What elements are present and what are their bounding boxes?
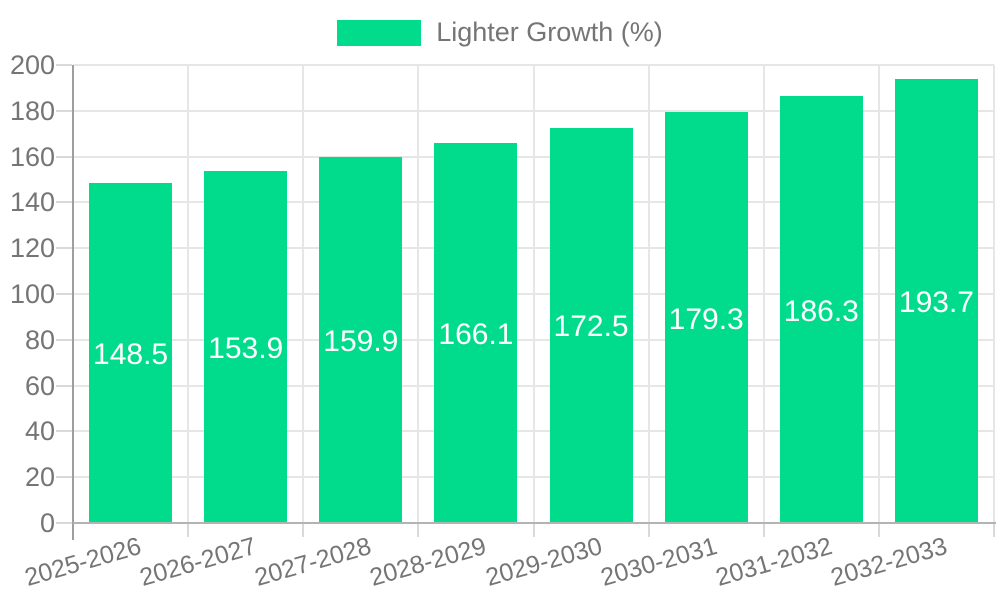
y-axis-tick xyxy=(56,155,72,158)
x-axis-tick xyxy=(993,523,995,537)
bar-value-label: 153.9 xyxy=(208,331,284,365)
x-tick-label: 2026-2027 xyxy=(136,532,260,592)
bar-value-label: 172.5 xyxy=(553,310,629,344)
y-axis-tick xyxy=(56,384,72,387)
bar[interactable] xyxy=(779,96,863,522)
x-tick-label: 2032-2033 xyxy=(827,532,951,592)
bar-value-label: 179.3 xyxy=(668,302,744,336)
x-tick-label: 2025-2026 xyxy=(21,532,145,592)
bar[interactable] xyxy=(434,142,518,522)
bar[interactable] xyxy=(549,127,633,522)
y-axis-tick xyxy=(56,201,72,204)
x-tick-label: 2028-2029 xyxy=(367,532,490,592)
x-tick-label: 2031-2032 xyxy=(712,532,836,592)
gridline-vertical xyxy=(302,65,305,523)
y-axis-line xyxy=(72,65,74,540)
gridline-vertical xyxy=(762,65,765,523)
legend[interactable]: Lighter Growth (%) xyxy=(0,17,1000,48)
bar[interactable] xyxy=(664,112,748,522)
y-tick-label: 140 xyxy=(9,187,55,218)
gridline-vertical xyxy=(647,65,650,523)
gridline-vertical xyxy=(993,65,995,523)
y-tick-label: 60 xyxy=(24,370,55,401)
x-axis-tick xyxy=(187,523,190,537)
y-axis-tick xyxy=(56,247,72,250)
bar-value-label: 159.9 xyxy=(323,324,399,358)
y-axis-tick xyxy=(56,338,72,341)
y-axis-tick xyxy=(56,64,72,66)
y-tick-label: 80 xyxy=(24,324,55,355)
y-axis-tick xyxy=(56,430,72,433)
x-axis-tick xyxy=(532,523,535,537)
x-axis-tick xyxy=(647,523,650,537)
y-axis-tick xyxy=(56,109,72,112)
bar-value-label: 166.1 xyxy=(438,317,514,351)
x-tick-label: 2029-2030 xyxy=(482,532,605,592)
x-axis-line xyxy=(73,522,996,524)
y-tick-label: 200 xyxy=(9,50,55,80)
y-tick-label: 120 xyxy=(9,233,55,264)
y-tick-label: 180 xyxy=(9,95,55,126)
gridline-vertical xyxy=(417,65,420,523)
gridline-vertical xyxy=(877,65,880,523)
bar[interactable] xyxy=(319,156,403,522)
x-tick-label: 2030-2031 xyxy=(597,532,720,592)
bar[interactable] xyxy=(204,170,288,522)
y-axis-tick xyxy=(56,476,72,479)
x-axis-tick xyxy=(417,523,420,537)
x-axis-tick xyxy=(877,523,880,537)
y-tick-label: 100 xyxy=(9,279,55,309)
bar[interactable] xyxy=(894,79,978,522)
gridline-vertical xyxy=(532,65,535,523)
y-tick-label: 40 xyxy=(24,416,55,447)
bar-value-label: 193.7 xyxy=(898,286,974,320)
bar-value-label: 148.5 xyxy=(93,337,169,371)
x-axis-tick xyxy=(762,523,765,537)
gridline-vertical xyxy=(187,65,190,523)
legend-swatch-icon xyxy=(337,19,422,46)
legend-label: Lighter Growth (%) xyxy=(436,17,663,47)
y-tick-label: 20 xyxy=(24,462,55,493)
x-axis-tick xyxy=(302,523,305,537)
y-tick-label: 0 xyxy=(39,508,55,538)
y-tick-label: 160 xyxy=(9,141,55,172)
y-axis-tick xyxy=(56,522,72,524)
y-axis-tick xyxy=(56,293,72,295)
bar[interactable] xyxy=(89,182,173,522)
x-tick-label: 2027-2028 xyxy=(251,532,375,592)
bar-value-label: 186.3 xyxy=(783,294,859,328)
